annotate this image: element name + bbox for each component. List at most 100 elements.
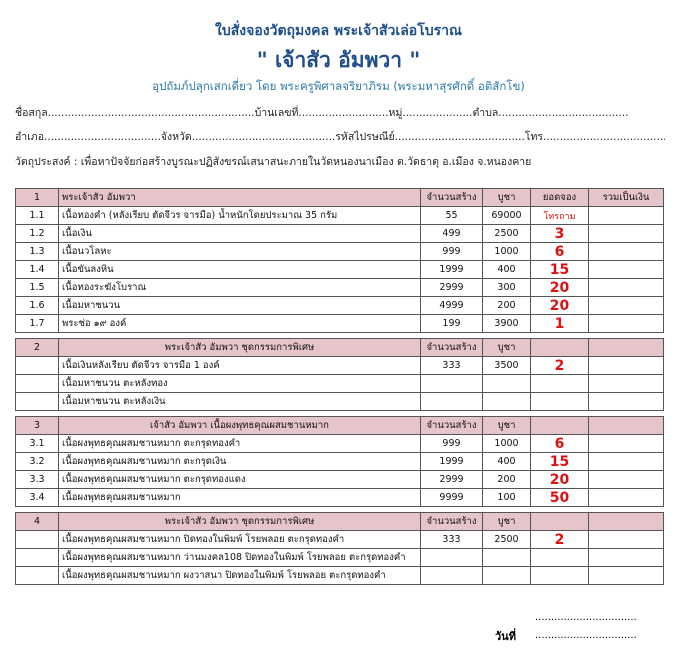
cell-booked: 50 [530,488,589,507]
cell-made: 999 [420,434,483,453]
cell-booked: 20 [530,470,589,489]
cell-no: 3 [15,416,59,435]
cell-total [588,278,664,297]
table-row: 3.2 เนื้อผงพุทธคุณผสมชานหมาก ตะกรุดเงิน 19… [15,452,664,471]
cell-price: 3900 [482,314,531,333]
cell-made: จำนวนสร้าง [420,338,483,357]
cell-made: 1999 [420,452,483,471]
cell-booked: 20 [530,296,589,315]
dotted-line: ................................ [535,612,637,623]
table-row: เนื้อผงพุทธคุณผสมชานหมาก ผงวาสนา ปิดทองใ… [15,566,664,585]
cell-booked: 6 [530,434,589,453]
cell-total [588,296,664,315]
cell-item: เนื้อทองคำ (หลังเรียบ ตัดจีวร จารมือ) น้… [58,206,421,225]
cell-made: 55 [420,206,483,225]
table-row: เนื้อเงินหลังเรียบ ตัดจีวร จารมือ 1 องค์… [15,356,664,375]
cell-made: จำนวนสร้าง [420,416,483,435]
cell-no: 3.1 [15,434,59,453]
cell-price: 2500 [482,530,531,549]
cell-price: 3500 [482,356,531,375]
cell-price: 200 [482,296,531,315]
cell-made [420,374,483,393]
cell-price: 300 [482,278,531,297]
cell-booked: 15 [530,260,589,279]
section-header: 2 พระเจ้าสัว อัมพวา ชุดกรรมการพิเศษ จำนวนส… [15,338,664,357]
cell-booked: 2 [530,356,589,375]
cell-price [482,374,531,393]
cell-item: เนื้อผงพุทธคุณผสมชานหมาก [58,488,421,507]
cell-no: 1.3 [15,242,59,261]
cell-no [15,356,59,375]
cell-made: จำนวนสร้าง [420,188,483,207]
table-row: เนื้อผงพุทธคุณผสมชานหมาก ว่านมงคล108 ปิด… [15,548,664,567]
cell-price: 1000 [482,242,531,261]
cell-total [588,206,664,225]
cell-booked [530,512,589,531]
cell-item: เนื้อผงพุทธคุณผสมชานหมาก ตะกรุดทองแดง [58,470,421,489]
cell-made: 199 [420,314,483,333]
cell-booked: 3 [530,224,589,243]
cell-total [588,392,664,411]
cell-made [420,548,483,567]
cell-no: 3.4 [15,488,59,507]
cell-made: 333 [420,356,483,375]
cell-total [588,566,664,585]
cell-no: 1.4 [15,260,59,279]
table-row: 3.4 เนื้อผงพุทธคุณผสมชานหมาก 9999 100 50 [15,488,664,507]
cell-total [588,314,664,333]
cell-no: 3.3 [15,470,59,489]
cell-item: เจ้าสัว อัมพวา เนื้อผงพุทธคุณผสมชานหมาก [58,416,421,435]
order-table: 1 พระเจ้าสัว อัมพวา จำนวนสร้าง บูชา ยอดจอง รว… [15,188,664,585]
cell-booked [530,392,589,411]
table-row: 1.1 เนื้อทองคำ (หลังเรียบ ตัดจีวร จารมือ)… [15,206,664,225]
cell-item: เนื้อนวโลหะ [58,242,421,261]
cell-total [588,434,664,453]
table-row: เนื้อผงพุทธคุณผสมชานหมาก ปิดทองในพิมพ์ โ… [15,530,664,549]
amulet-name: " เจ้าสัว อัมพวา " [256,48,421,72]
table-row: 1.5 เนื้อทองระฆังโบราณ 2999 300 20 [15,278,664,297]
cell-item: เนื้อมหาชนวน [58,296,421,315]
cell-total [588,356,664,375]
cell-total [588,470,664,489]
cell-no [15,530,59,549]
cell-total [588,530,664,549]
cell-made [420,392,483,411]
cell-price: 200 [482,470,531,489]
cell-total [588,512,664,531]
cell-booked: ยอดจอง [530,188,589,207]
section-header: 3 เจ้าสัว อัมพวา เนื้อผงพุทธคุณผสมชานหมาก… [15,416,664,435]
table-row: เนื้อมหาชนวน ตะหลังทอง [15,374,664,393]
cell-item: พระเจ้าสัว อัมพวา [58,188,421,207]
subtitle: อุปถัมภ์ปลุกเสกเดี่ยว โดย พระครูพิศาลจริ… [152,79,525,93]
cell-total [588,242,664,261]
cell-booked [530,338,589,357]
cell-booked: 20 [530,278,589,297]
table-row: 3.3 เนื้อผงพุทธคุณผสมชานหมาก ตะกรุดทองแดง… [15,470,664,489]
cell-total [588,452,664,471]
cell-total [588,416,664,435]
cell-price: 400 [482,452,531,471]
cell-made: 2999 [420,470,483,489]
cell-item: เนื้อผงพุทธคุณผสมชานหมาก ว่านมงคล108 ปิด… [58,548,421,567]
dotted-line: ................................ [535,630,637,641]
cell-item: เนื้อขันลงหิน [58,260,421,279]
table-row: 1.2 เนื้อเงิน 499 2500 3 [15,224,664,243]
cell-booked: 15 [530,452,589,471]
cell-made: 1999 [420,260,483,279]
cell-price: บูชา [482,338,531,357]
cell-price: 69000 [482,206,531,225]
table-row: 3.1 เนื้อผงพุทธคุณผสมชานหมาก ตะกรุดทองคำ 9… [15,434,664,453]
cell-no: 1.7 [15,314,59,333]
cell-booked: โทรถาม [530,206,589,225]
cell-total [588,260,664,279]
cell-item: พระเจ้าสัว อัมพวา ชุดกรรมการพิเศษ [58,512,421,531]
cell-no: 1.5 [15,278,59,297]
table-row: 1.7 พระช่อ ๑๙ องค์ 199 3900 1 [15,314,664,333]
cell-booked: 2 [530,530,589,549]
cell-price: 100 [482,488,531,507]
cell-item: เนื้อมหาชนวน ตะหลังเงิน [58,392,421,411]
cell-item: พระช่อ ๑๙ องค์ [58,314,421,333]
cell-item: เนื้อทองระฆังโบราณ [58,278,421,297]
cell-made: 4999 [420,296,483,315]
purpose: วัตถุประสงค์ : เพื่อหาปัจจัยก่อสร้างบูรณ… [15,156,532,168]
